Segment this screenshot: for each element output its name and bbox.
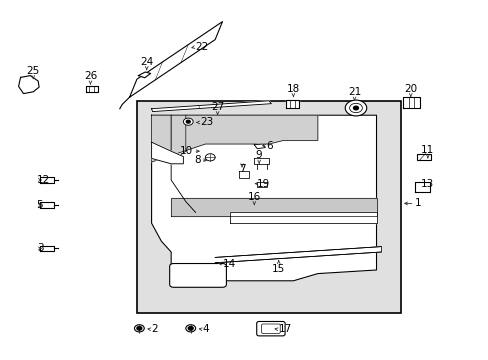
Text: 21: 21 (347, 87, 361, 97)
Polygon shape (151, 142, 183, 164)
Text: 13: 13 (420, 179, 434, 189)
Text: 5: 5 (37, 200, 43, 210)
Text: 2: 2 (151, 324, 158, 334)
Circle shape (137, 327, 142, 330)
Text: 8: 8 (193, 155, 200, 165)
Polygon shape (254, 144, 264, 149)
Polygon shape (229, 212, 376, 223)
Text: 4: 4 (203, 324, 209, 334)
Text: 15: 15 (271, 264, 285, 274)
Polygon shape (215, 247, 381, 263)
FancyBboxPatch shape (256, 321, 285, 336)
Text: 10: 10 (180, 146, 193, 156)
Circle shape (188, 327, 193, 330)
Text: 24: 24 (140, 57, 153, 67)
Text: 1: 1 (414, 198, 421, 208)
Circle shape (353, 106, 358, 110)
Polygon shape (85, 86, 98, 92)
Text: 22: 22 (195, 42, 208, 52)
Text: 19: 19 (256, 179, 269, 189)
Text: 26: 26 (83, 71, 97, 81)
Text: 25: 25 (26, 66, 40, 76)
Polygon shape (285, 100, 299, 108)
Text: 3: 3 (37, 243, 43, 253)
Polygon shape (129, 22, 222, 97)
Polygon shape (40, 177, 54, 183)
Bar (416, 154, 430, 160)
Polygon shape (151, 101, 271, 112)
Text: 6: 6 (266, 141, 273, 151)
Polygon shape (414, 182, 429, 192)
Circle shape (134, 325, 144, 332)
Text: 16: 16 (247, 192, 261, 202)
Polygon shape (171, 198, 376, 216)
FancyBboxPatch shape (169, 264, 226, 287)
Polygon shape (19, 76, 39, 94)
Polygon shape (254, 158, 268, 164)
Text: 14: 14 (222, 258, 235, 269)
Polygon shape (151, 115, 376, 281)
Circle shape (185, 325, 195, 332)
Polygon shape (151, 115, 317, 162)
Circle shape (186, 120, 190, 123)
Bar (137, 101, 400, 313)
Polygon shape (40, 246, 54, 251)
Text: 7: 7 (238, 164, 245, 174)
Polygon shape (238, 171, 249, 178)
Polygon shape (403, 97, 419, 108)
Bar (256, 182, 267, 187)
Polygon shape (40, 202, 54, 208)
Text: 27: 27 (210, 102, 224, 112)
FancyBboxPatch shape (261, 324, 280, 333)
Text: 9: 9 (255, 150, 262, 160)
Text: 18: 18 (286, 84, 300, 94)
Text: 17: 17 (278, 324, 291, 334)
Circle shape (345, 100, 366, 116)
Text: 20: 20 (404, 84, 416, 94)
Text: 11: 11 (420, 145, 434, 155)
Text: 23: 23 (200, 117, 213, 127)
Text: 12: 12 (37, 175, 50, 185)
Circle shape (183, 118, 193, 125)
Polygon shape (138, 72, 150, 78)
